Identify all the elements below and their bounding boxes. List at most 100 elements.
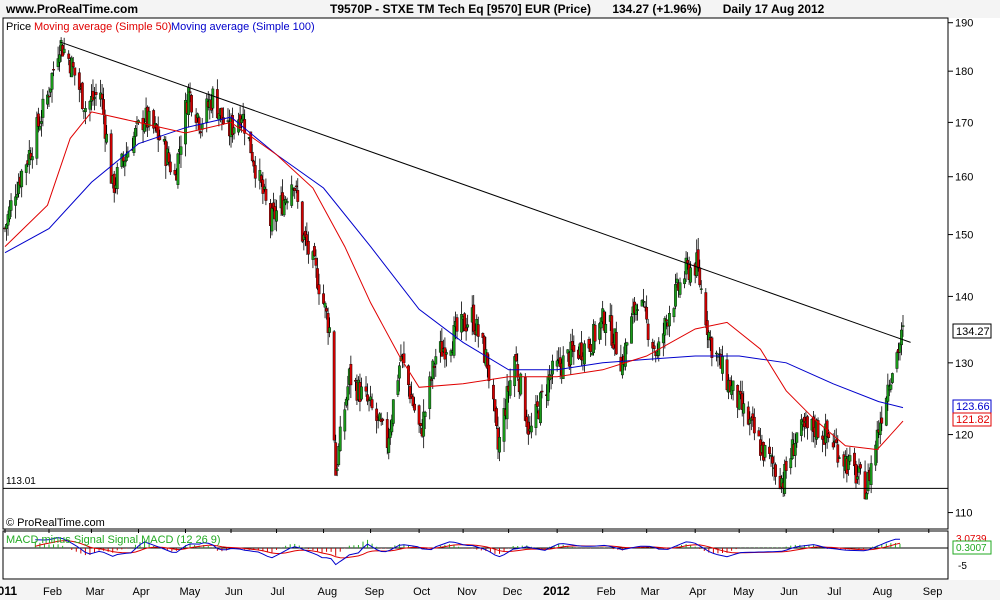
candle-body: [290, 184, 294, 206]
x-tick-label: Mar: [85, 586, 104, 598]
candle-body: [105, 133, 109, 143]
candle-body: [551, 360, 554, 375]
candle-body: [253, 165, 257, 179]
candle-body: [226, 120, 230, 122]
site-name[interactable]: www.ProRealTime.com: [6, 2, 139, 16]
x-tick-label: Jul: [271, 586, 285, 598]
candle-body: [429, 379, 433, 381]
y-tick-label: 190: [955, 18, 973, 30]
candle-body: [546, 376, 550, 401]
candle-body: [50, 73, 54, 90]
candle-body: [176, 153, 180, 185]
candle-body: [901, 325, 905, 327]
candle-body: [856, 476, 859, 480]
candle-body: [71, 62, 75, 68]
x-tick-label: Oct: [413, 586, 430, 598]
candle-body: [261, 179, 265, 194]
macd-axis-label: -5: [958, 561, 967, 572]
candle-body: [231, 115, 234, 136]
chart-title: T9570P - STXE TM Tech Eq [9570] EUR (Pri…: [330, 2, 842, 16]
candle-body: [784, 460, 788, 471]
x-tick-label: Aug: [873, 586, 893, 598]
candle-body: [763, 445, 767, 458]
candle-body: [604, 323, 608, 334]
candle-body: [487, 364, 491, 382]
candle-body: [572, 345, 576, 352]
candle-body: [196, 113, 200, 119]
candle-body: [314, 258, 318, 266]
candle-body: [88, 101, 92, 110]
macd-value-1: 3.0739: [956, 534, 987, 545]
candle-body: [275, 210, 278, 222]
price-panel: [2, 17, 949, 530]
candle-body: [880, 417, 884, 424]
legend-ma50: Moving average (Simple 50): [34, 21, 172, 33]
support-level-label: 113.01: [6, 476, 36, 487]
candle-body: [270, 207, 274, 232]
candle-body: [476, 324, 480, 337]
x-tick-label: Sep: [365, 586, 385, 598]
candle-body: [610, 315, 614, 346]
candle-body: [337, 446, 341, 466]
candle-body: [645, 306, 649, 320]
candle-body: [313, 246, 316, 257]
candle-body: [38, 126, 42, 130]
x-tick-label: Feb: [43, 586, 62, 598]
candle-body: [715, 352, 718, 355]
candle-body: [396, 380, 400, 395]
candle-body: [334, 442, 338, 476]
candle-body: [757, 430, 761, 437]
candle-body: [508, 380, 512, 396]
candle-body: [900, 329, 903, 346]
candle-body: [449, 350, 453, 356]
candle-body: [721, 356, 724, 374]
candle-body: [354, 380, 357, 382]
candle-body: [589, 344, 592, 352]
y-tick-label: 130: [955, 358, 973, 370]
candle-body: [115, 167, 119, 190]
candle-body: [306, 240, 310, 255]
candle-body: [294, 185, 298, 188]
candle-body: [580, 342, 583, 361]
candle-body: [211, 88, 215, 109]
candle-body: [241, 113, 245, 121]
candle-body: [667, 313, 671, 327]
candle-body: [793, 443, 797, 456]
candle-body: [428, 376, 432, 409]
candle-body: [100, 93, 104, 99]
candle-body: [848, 455, 852, 462]
candle-body: [519, 373, 523, 395]
candle-body: [771, 456, 774, 464]
x-tick-label: Aug: [318, 586, 338, 598]
legend-price: Price: [6, 21, 31, 33]
candle-body: [529, 425, 533, 433]
candle-body: [30, 156, 34, 161]
candle-body: [168, 161, 172, 173]
candle-body: [640, 299, 644, 307]
candle-body: [364, 386, 368, 392]
candle-body: [132, 136, 136, 153]
candle-body: [492, 384, 495, 400]
candle-body: [561, 355, 565, 379]
candle-body: [686, 259, 690, 264]
candle-body: [80, 82, 84, 110]
candle-body: [285, 201, 289, 204]
y-tick-label: 180: [955, 66, 973, 78]
candle-body: [343, 409, 347, 432]
candle-body: [381, 418, 385, 421]
x-tick-label: Jun: [780, 586, 798, 598]
candle-body: [179, 146, 183, 155]
candle-body: [836, 444, 840, 463]
candle-body: [452, 325, 456, 356]
candle-body: [789, 458, 793, 469]
period-date: Daily 17 Aug 2012: [722, 2, 825, 16]
candle-body: [249, 131, 253, 154]
macd-line: [35, 537, 901, 566]
candle-body: [413, 403, 416, 411]
candle-body: [502, 408, 506, 442]
x-tick-label: Jun: [225, 586, 243, 598]
candle-body: [52, 69, 55, 71]
ma50-box: [952, 412, 992, 427]
candle-body: [332, 331, 336, 441]
